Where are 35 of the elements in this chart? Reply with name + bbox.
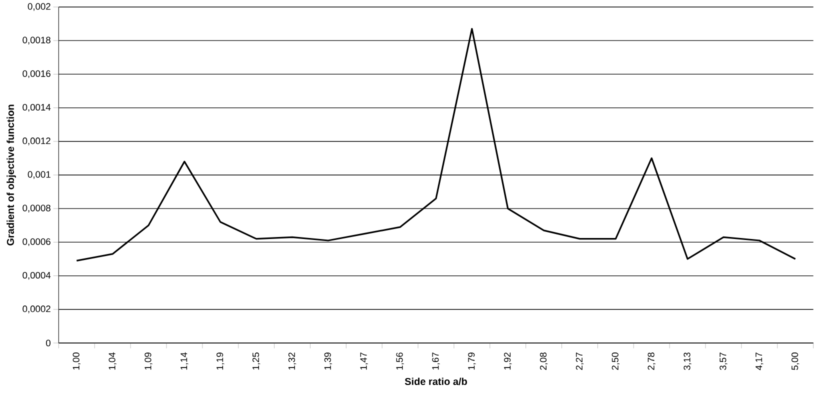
- x-tick-label: 2,78: [648, 352, 656, 370]
- x-tick-label: 2,27: [576, 352, 584, 370]
- x-tick-label: 1,19: [216, 352, 224, 370]
- x-tick-label: 1,04: [108, 352, 116, 370]
- y-axis-title: Gradient of objective function: [6, 104, 16, 246]
- y-tick-label: 0,0008: [22, 204, 50, 212]
- y-tick-label: 0,0014: [22, 104, 51, 112]
- x-tick-label: 1,92: [504, 352, 512, 370]
- y-tick-label: 0,0006: [22, 238, 50, 246]
- x-tick-label: 1,67: [432, 352, 440, 370]
- y-tick-label: 0,002: [28, 3, 50, 11]
- x-tick-label: 1,14: [180, 352, 188, 370]
- x-axis-title: Side ratio a/b: [404, 378, 467, 386]
- y-tick-label: 0,0002: [22, 306, 50, 314]
- x-tick-label: 1,39: [324, 352, 332, 370]
- x-tick-label: 1,79: [468, 352, 476, 370]
- y-tick-label: 0,0012: [22, 138, 50, 146]
- x-tick-label: 4,17: [756, 352, 764, 370]
- x-tick-label: 1,25: [252, 352, 260, 370]
- x-tick-label: 3,57: [720, 352, 728, 370]
- x-tick-label: 3,13: [684, 352, 692, 370]
- x-tick-label: 2,50: [612, 352, 620, 370]
- y-tick-label: 0,0018: [22, 36, 50, 44]
- y-tick-label: 0,0004: [22, 272, 51, 280]
- x-tick-label: 1,09: [144, 352, 152, 370]
- x-tick-label: 1,32: [288, 352, 296, 370]
- x-tick-label: 1,47: [360, 352, 368, 370]
- y-tick-label: 0,0016: [22, 70, 50, 78]
- x-tick-label: 1,00: [72, 352, 80, 370]
- x-tick-label: 1,56: [396, 352, 404, 370]
- y-tick-label: 0,001: [28, 171, 50, 179]
- y-tick-label: 0: [46, 340, 50, 346]
- x-tick-label: 2,08: [540, 352, 548, 370]
- x-tick-label: 5,00: [792, 352, 800, 370]
- line-series: [76, 28, 796, 262]
